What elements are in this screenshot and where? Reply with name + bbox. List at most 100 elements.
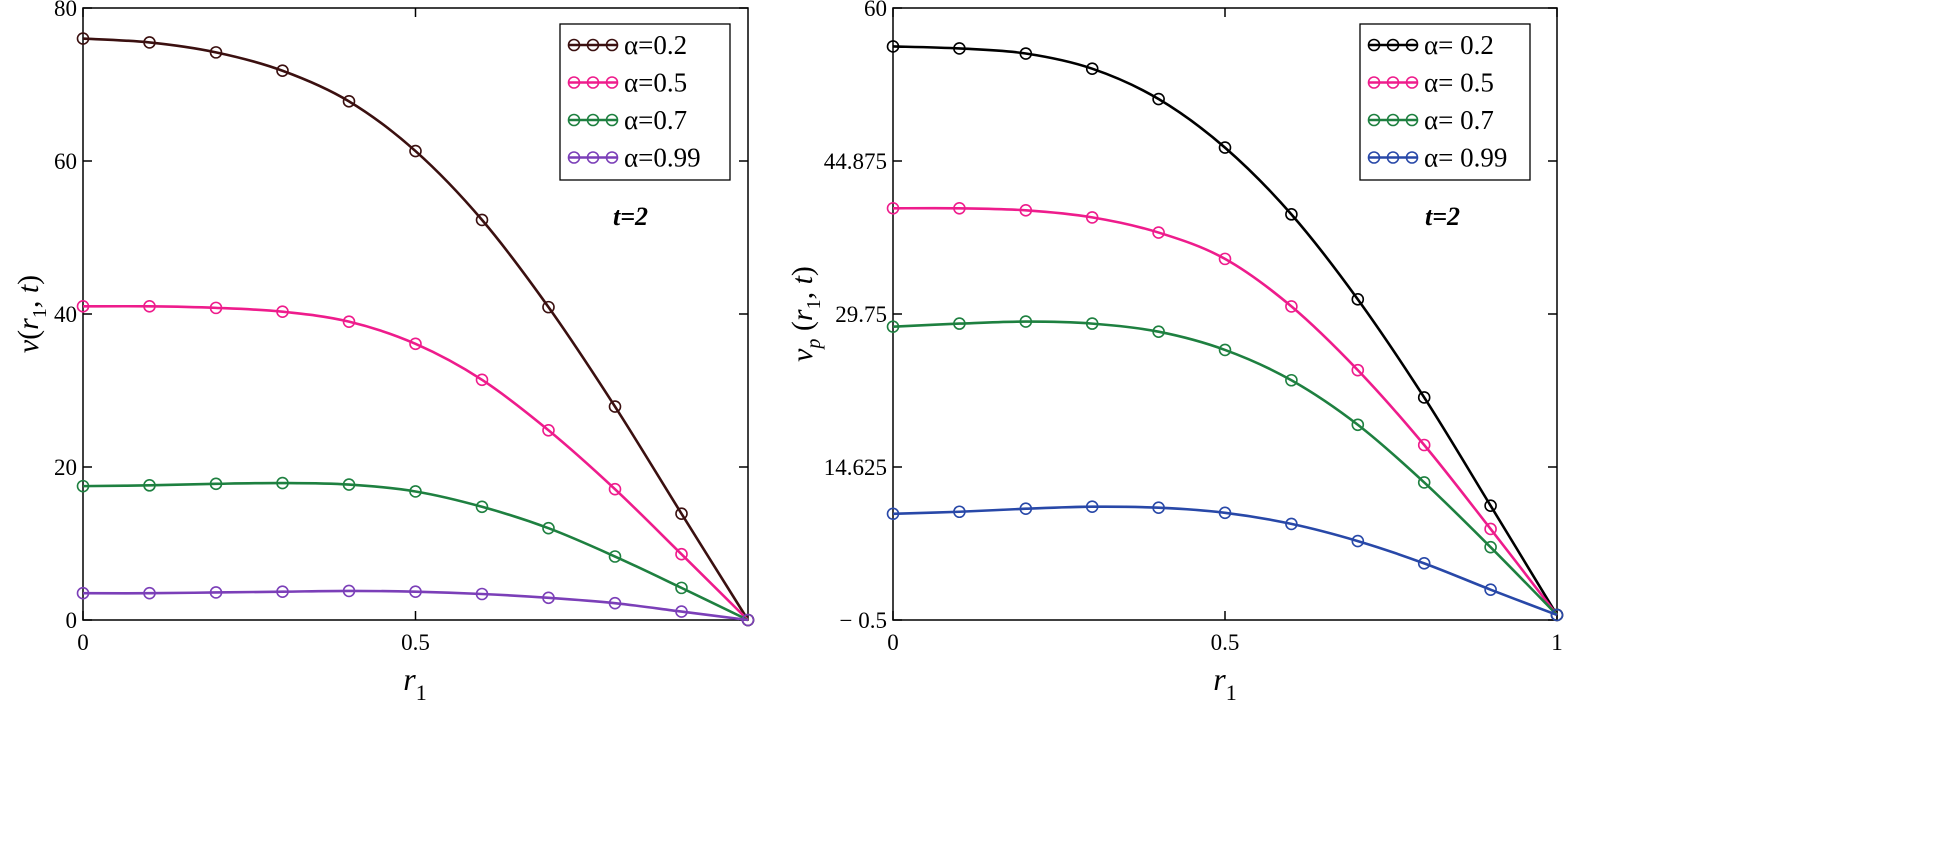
data-point (1152, 325, 1165, 339)
data-point (542, 423, 555, 437)
data-point (741, 613, 755, 627)
y-label-main: v (12, 339, 45, 353)
annotation-label: t=2 (613, 202, 648, 231)
data-point (209, 46, 223, 59)
legend-entry: α=0.2 (567, 30, 687, 60)
x-axis-label: r1 (403, 661, 426, 705)
y-tick-label: 29.75 (835, 302, 887, 327)
data-point (608, 400, 622, 413)
data-point (409, 337, 422, 351)
data-point (1085, 211, 1099, 224)
y-label-paren-close: ) (12, 275, 45, 285)
data-point (276, 305, 289, 319)
legend-swatch-marker (605, 76, 619, 89)
legend-swatch-marker (605, 151, 619, 164)
legend-label: α=0.2 (624, 30, 687, 60)
y-label-arg-tail: , t (12, 284, 45, 308)
data-point (342, 95, 356, 108)
data-point (1417, 391, 1431, 404)
data-point (608, 596, 622, 610)
data-point (143, 36, 156, 49)
series-line (82, 589, 749, 622)
data-point (1417, 438, 1431, 452)
data-point (209, 301, 223, 315)
y-label-sub: p (803, 339, 825, 351)
data-point (342, 584, 356, 598)
y-label-spacer (786, 331, 819, 339)
data-point (953, 201, 966, 215)
legend-swatch-marker (1386, 38, 1400, 52)
legend-swatch-marker (1367, 38, 1381, 52)
data-point (1019, 47, 1033, 60)
legend-label: α=0.7 (624, 105, 687, 135)
y-tick-label: 20 (54, 455, 77, 480)
data-point (1218, 506, 1232, 520)
legend-swatch-marker (1405, 113, 1419, 127)
data-point (1019, 204, 1033, 217)
data-point (143, 479, 156, 492)
data-point (76, 479, 90, 493)
data-point (542, 521, 555, 535)
x-tick-label: 1 (1551, 630, 1563, 655)
y-label-paren-open: ( (786, 321, 819, 331)
data-point (409, 144, 422, 158)
y-tick-label: − 0.5 (840, 608, 887, 633)
data-point (1351, 418, 1365, 432)
data-point (1218, 343, 1232, 357)
legend-swatch-marker (586, 113, 600, 127)
x-axis-label: r1 (1213, 661, 1236, 705)
data-point (76, 586, 90, 600)
legend-swatch-marker (1386, 76, 1400, 89)
data-point (675, 507, 688, 520)
data-point (475, 587, 489, 601)
data-point (1218, 252, 1232, 266)
data-point (1351, 363, 1365, 377)
data-point (1019, 502, 1033, 516)
data-point (1085, 62, 1099, 75)
legend-swatch-marker (1367, 76, 1381, 89)
y-label-paren-open: ( (12, 330, 45, 340)
legend-swatch-marker (567, 38, 581, 52)
data-point (276, 476, 289, 490)
data-point (1484, 499, 1497, 512)
data-point (953, 505, 966, 519)
legend-swatch-marker (586, 151, 600, 164)
y-label-main: v (786, 348, 819, 362)
data-point (1152, 501, 1165, 515)
x-tick-label: 0 (887, 630, 899, 655)
legend-swatch-marker (1386, 113, 1400, 127)
legend-swatch-marker (586, 76, 600, 89)
data-point (1351, 293, 1365, 306)
legend-entry: α= 0.99 (1367, 143, 1507, 173)
legend-label: α= 0.2 (1424, 30, 1494, 60)
legend-swatch-marker (567, 113, 581, 127)
y-tick-label: 40 (54, 302, 77, 327)
series-line (82, 304, 749, 621)
y-label-arg-sub: 1 (803, 299, 825, 309)
x-label-sub: 1 (1226, 680, 1237, 705)
legend-entry: α= 0.5 (1367, 68, 1494, 98)
data-point (1351, 534, 1365, 548)
legend-entry: α=0.99 (567, 143, 701, 173)
data-point (409, 485, 422, 498)
x-label-sub: 1 (416, 680, 427, 705)
y-label-arg-sub: 1 (29, 308, 51, 318)
y-axis-label: v(r1, t) (12, 275, 51, 353)
data-point (1285, 208, 1298, 221)
y-tick-label: 0 (66, 608, 78, 633)
x-label-main: r (1213, 661, 1226, 697)
data-point (1019, 315, 1033, 328)
legend-label: α=0.99 (624, 143, 701, 173)
data-point (143, 300, 156, 313)
data-point (475, 500, 489, 514)
data-point (475, 373, 489, 387)
legend-entry: α=0.7 (567, 105, 687, 135)
data-point (953, 317, 966, 330)
y-tick-label: 14.625 (824, 455, 887, 480)
annotation-label: t=2 (1425, 202, 1460, 231)
data-point (1484, 540, 1497, 554)
y-label-paren-close: ) (786, 266, 819, 276)
